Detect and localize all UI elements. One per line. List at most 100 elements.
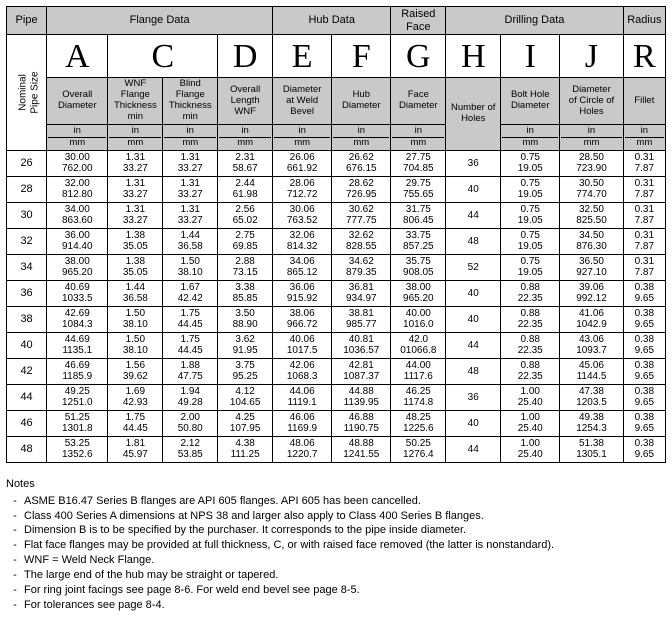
cell: 36 (446, 384, 501, 410)
letter-D: D (218, 35, 273, 78)
note-item: WNF = Weld Neck Flange. (6, 553, 666, 568)
cell: 32.00812.80 (47, 176, 108, 202)
cell: 39.06992.12 (560, 280, 623, 306)
cell: 0.389.65 (623, 280, 665, 306)
cell: 1.0025.40 (501, 436, 560, 462)
cell: 34.06865.12 (273, 254, 332, 280)
table-row: 4651.251301.81.7544.452.0050.804.25107.9… (7, 410, 666, 436)
colname-2: BlindFlangeThicknessmin (163, 78, 218, 125)
cell: 45.061144.5 (560, 358, 623, 384)
cell: 48 (446, 358, 501, 384)
units-3: inmm (218, 124, 273, 150)
letter-G: G (391, 35, 446, 78)
cell: 0.317.87 (623, 254, 665, 280)
cell: 36.50927.10 (560, 254, 623, 280)
letter-R: R (623, 35, 665, 78)
cell: 36.06915.92 (273, 280, 332, 306)
cell: 30.06763.52 (273, 202, 332, 228)
cell: 40 (446, 306, 501, 332)
cell: 30.00762.00 (47, 150, 108, 176)
grouphead-drilling: Drilling Data (446, 7, 623, 35)
units-4: inmm (273, 124, 332, 150)
pipe-size: 32 (7, 228, 47, 254)
letter-H: H (446, 35, 501, 78)
pipe-size: 28 (7, 176, 47, 202)
cell: 1.0025.40 (501, 410, 560, 436)
grouphead-pipe: Pipe (7, 7, 47, 35)
cell: 38.81985.77 (332, 306, 391, 332)
pipe-size: 26 (7, 150, 47, 176)
cell: 32.06814.32 (273, 228, 332, 254)
table-row: 4853.251352.61.8145.972.1253.854.38111.2… (7, 436, 666, 462)
pipe-size: 46 (7, 410, 47, 436)
note-item: Flat face flanges may be provided at ful… (6, 538, 666, 553)
cell: 0.8822.35 (501, 358, 560, 384)
pipe-size: 30 (7, 202, 47, 228)
cell: 1.4436.58 (163, 228, 218, 254)
cell: 52 (446, 254, 501, 280)
pipe-size: 38 (7, 306, 47, 332)
cell: 0.389.65 (623, 358, 665, 384)
cell: 44.001117.6 (391, 358, 446, 384)
cell: 1.4436.58 (108, 280, 163, 306)
cell: 0.317.87 (623, 176, 665, 202)
cell: 1.3133.27 (163, 176, 218, 202)
cell: 28.06712.72 (273, 176, 332, 202)
cell: 0.7519.05 (501, 254, 560, 280)
cell: 1.3133.27 (108, 150, 163, 176)
cell: 0.317.87 (623, 150, 665, 176)
cell: 44.061119.1 (273, 384, 332, 410)
cell: 51.381305.1 (560, 436, 623, 462)
colname-7: Number ofHoles (446, 78, 501, 151)
cell: 0.7519.05 (501, 228, 560, 254)
cell: 35.75908.05 (391, 254, 446, 280)
cell: 33.75857.25 (391, 228, 446, 254)
table-row: 4246.691185.91.5639.621.8847.753.7595.25… (7, 358, 666, 384)
cell: 4.12104.65 (218, 384, 273, 410)
cell: 0.389.65 (623, 410, 665, 436)
cell: 2.4461.98 (218, 176, 273, 202)
note-item: The large end of the hub may be straight… (6, 568, 666, 583)
units-8: inmm (501, 124, 560, 150)
cell: 42.001066.8 (391, 332, 446, 358)
cell: 1.3133.27 (163, 202, 218, 228)
cell: 1.5639.62 (108, 358, 163, 384)
units-0: inmm (47, 124, 108, 150)
units-9: inmm (560, 124, 623, 150)
pipe-size: 42 (7, 358, 47, 384)
units-10: inmm (623, 124, 665, 150)
cell: 42.811087.37 (332, 358, 391, 384)
units-1: inmm (108, 124, 163, 150)
cell: 46.251174.8 (391, 384, 446, 410)
cell: 29.75755.65 (391, 176, 446, 202)
letter-A: A (47, 35, 108, 78)
cell: 1.8145.97 (108, 436, 163, 462)
pipe-size: 40 (7, 332, 47, 358)
notes-title: Notes (6, 477, 666, 492)
cell: 30.50774.70 (560, 176, 623, 202)
note-item: For tolerances see page 8-4. (6, 598, 666, 613)
cell: 0.8822.35 (501, 280, 560, 306)
cell: 1.6742.42 (163, 280, 218, 306)
cell: 40.061017.5 (273, 332, 332, 358)
table-row: 3842.691084.31.5038.101.7544.453.5088.90… (7, 306, 666, 332)
cell: 50.251276.4 (391, 436, 446, 462)
cell: 44 (446, 436, 501, 462)
cell: 44 (446, 202, 501, 228)
units-row: inmminmminmminmminmminmminmminmminmminmm (7, 124, 666, 150)
cell: 36.00914.40 (47, 228, 108, 254)
cell: 3.6291.95 (218, 332, 273, 358)
table-row: 3236.00914.401.3835.051.4436.582.7569.85… (7, 228, 666, 254)
cell: 0.389.65 (623, 384, 665, 410)
cell: 40.691033.5 (47, 280, 108, 306)
cell: 4.25107.95 (218, 410, 273, 436)
group-header-row: Pipe Flange Data Hub Data RaisedFace Dri… (7, 7, 666, 35)
cell: 28.62726.95 (332, 176, 391, 202)
cell: 26.62676.15 (332, 150, 391, 176)
cell: 2.3158.67 (218, 150, 273, 176)
table-row: 3640.691033.51.4436.581.6742.423.3885.85… (7, 280, 666, 306)
colname-6: FaceDiameter (391, 78, 446, 125)
cell: 32.50825.50 (560, 202, 623, 228)
colname-9: Diameterof Circle ofHoles (560, 78, 623, 125)
cell: 31.75806.45 (391, 202, 446, 228)
